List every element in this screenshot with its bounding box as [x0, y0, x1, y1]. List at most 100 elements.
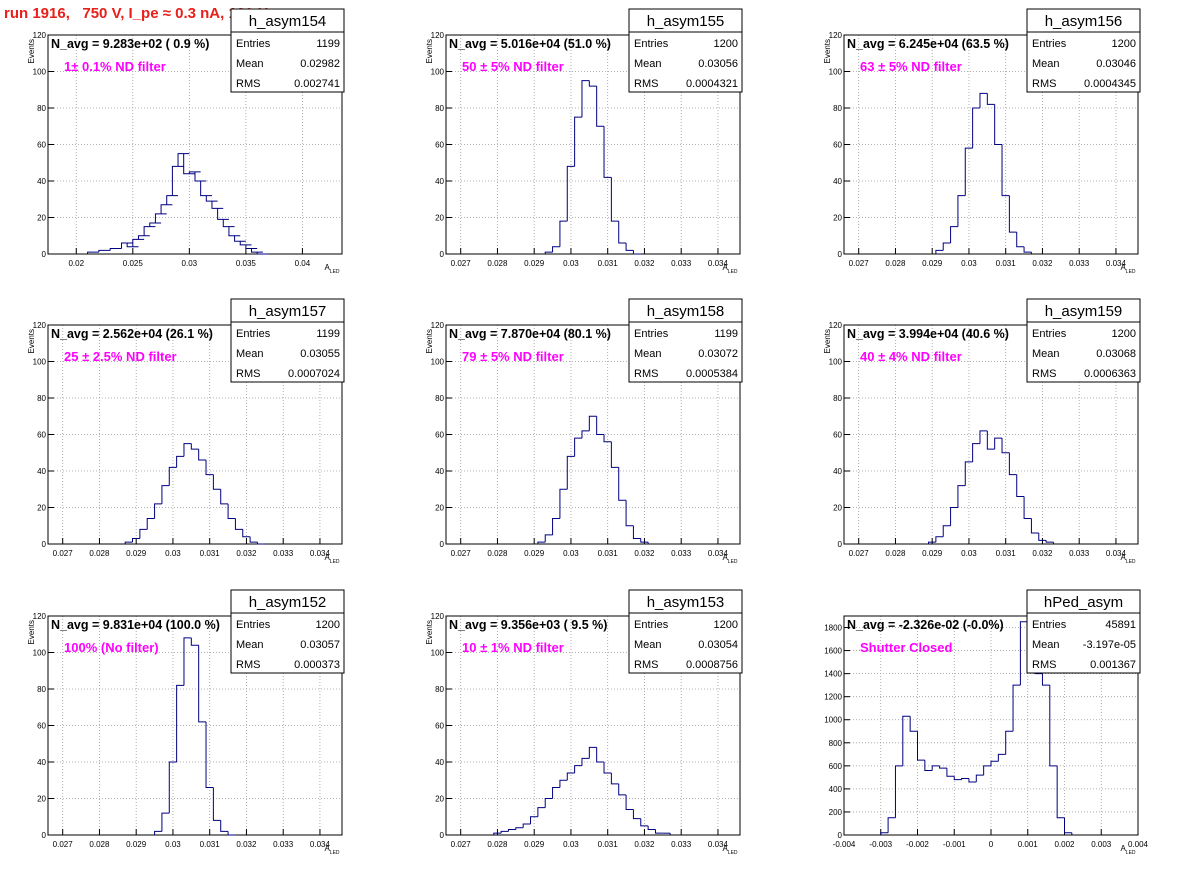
histogram-bin: [1045, 540, 1054, 543]
histogram-bin: [935, 536, 944, 543]
histogram-bin: [964, 461, 973, 486]
x-tick-label: 0.032: [1032, 259, 1053, 268]
histogram-bin: [972, 443, 980, 462]
histogram-bin: [121, 242, 133, 249]
histogram-bin: [200, 181, 212, 197]
stats-value: 1200: [714, 619, 738, 631]
histogram-bin: [227, 503, 236, 519]
histogram-panel-hPed_asym: -0.004 -0.003 -0.002 -0.001 0 0.001 0.002 0.003…: [824, 589, 1149, 856]
histogram-bin: [160, 204, 173, 214]
x-tick-label: 0.028: [487, 549, 508, 558]
filter-annotation: Shutter Closed: [860, 640, 953, 655]
histogram-panel-h_asym153: 0.027 0.028 0.029 0.03 0.031 0.032 0.033 0.034 0…: [425, 589, 743, 856]
x-tick-label: 0.029: [524, 549, 545, 558]
histogram-bin: [171, 165, 184, 196]
x-tick-label: 0.031: [598, 840, 619, 849]
histogram-bin: [975, 774, 984, 782]
y-tick-label: 120: [431, 321, 445, 330]
histogram-bin: [610, 772, 619, 785]
histogram-name: h_asym156: [1045, 13, 1123, 30]
navg-label: N_avg = 9.283e+02 ( 0.9 %): [51, 37, 209, 51]
histogram-bin: [566, 165, 575, 222]
histogram-bin: [1023, 496, 1032, 519]
navg-label: N_avg = 9.831e+04 (100.0 %): [51, 618, 220, 632]
stats-value: 0.0008756: [686, 659, 738, 671]
x-tick-label: 0.033: [273, 549, 294, 558]
x-tick-label: 0: [989, 840, 994, 849]
y-tick-label: 60: [435, 141, 444, 150]
histogram-bin: [239, 241, 252, 246]
histogram-bin: [994, 104, 1003, 145]
histogram-bin: [581, 80, 590, 118]
stats-label: Entries: [634, 328, 669, 340]
stats-label: RMS: [634, 78, 658, 90]
histogram-bin: [983, 765, 991, 776]
x-tick-label: 0.028: [89, 840, 110, 849]
histogram-name: h_asym158: [647, 303, 725, 320]
histogram-bin: [964, 147, 973, 196]
histogram-bin: [957, 485, 966, 508]
histogram-bin: [625, 500, 634, 527]
histogram-bin: [552, 787, 560, 799]
y-tick-label: 120: [829, 321, 843, 330]
y-tick-label: 60: [833, 431, 842, 440]
y-tick-label: 1200: [824, 693, 842, 702]
stats-label: Entries: [236, 38, 271, 50]
histogram-panel-h_asym155: 0.027 0.028 0.029 0.03 0.031 0.032 0.033 0.034 0…: [425, 8, 743, 275]
stats-label: Mean: [634, 639, 662, 651]
navg-label: N_avg = 9.356e+03 ( 9.5 %): [449, 618, 607, 632]
histogram-bin: [205, 460, 214, 476]
x-tick-label: 0.029: [126, 549, 147, 558]
y-tick-label: 120: [829, 31, 843, 40]
x-tick-label: 0.004: [1128, 840, 1149, 849]
histogram-bin: [228, 226, 241, 237]
histogram-bin: [515, 827, 524, 830]
x-tick-label: 0.025: [123, 259, 144, 268]
y-axis-label: Events: [823, 39, 832, 63]
y-tick-label: 1600: [824, 647, 842, 656]
navg-label: N_avg = 5.016e+04 (51.0 %): [449, 37, 611, 51]
stats-value: 1200: [1112, 328, 1136, 340]
stats-value: 0.03072: [698, 348, 738, 360]
x-axis-label: ALED: [1120, 553, 1135, 565]
histogram-bin: [632, 525, 641, 540]
histogram-bin: [176, 455, 184, 468]
x-tick-label: 0.03: [563, 840, 579, 849]
x-tick-label: 0.031: [200, 840, 221, 849]
stats-label: Mean: [1032, 348, 1060, 360]
x-tick-label: 0.034: [1106, 259, 1127, 268]
stats-label: RMS: [1032, 659, 1056, 671]
histogram-bin: [986, 430, 995, 450]
histogram-bin: [211, 201, 224, 209]
y-tick-label: 100: [431, 649, 445, 658]
y-tick-label: 80: [37, 394, 46, 403]
plot-frame: [47, 324, 343, 545]
y-tick-label: 100: [33, 68, 47, 77]
stats-label: Entries: [236, 328, 271, 340]
y-tick-label: 40: [435, 467, 444, 476]
histogram-bin: [154, 503, 162, 519]
x-tick-label: 0.034: [708, 259, 729, 268]
y-tick-label: 20: [37, 795, 46, 804]
histogram-bin: [1038, 533, 1047, 541]
histogram-bin: [149, 222, 162, 227]
stats-label: RMS: [236, 368, 260, 380]
y-tick-label: 20: [435, 214, 444, 223]
stats-box: [230, 612, 345, 674]
histogram-bin: [1023, 246, 1032, 253]
stats-value: 0.03046: [1096, 58, 1136, 70]
x-tick-label: -0.003: [869, 840, 892, 849]
y-tick-label: 0: [42, 831, 47, 840]
histogram-bin: [1008, 195, 1017, 233]
y-tick-label: 60: [37, 722, 46, 731]
filter-annotation: 40 ± 4% ND filter: [860, 349, 962, 364]
histogram-bin: [942, 525, 951, 537]
histogram-bin: [245, 244, 258, 250]
histogram-bin: [256, 542, 265, 545]
y-axis-label: Events: [425, 39, 434, 63]
histogram-bin: [610, 441, 619, 468]
y-axis-label: Events: [425, 329, 434, 353]
histogram-bin: [902, 715, 911, 766]
x-axis-label: ALED: [722, 263, 737, 275]
x-axis-label: ALED: [722, 844, 737, 856]
